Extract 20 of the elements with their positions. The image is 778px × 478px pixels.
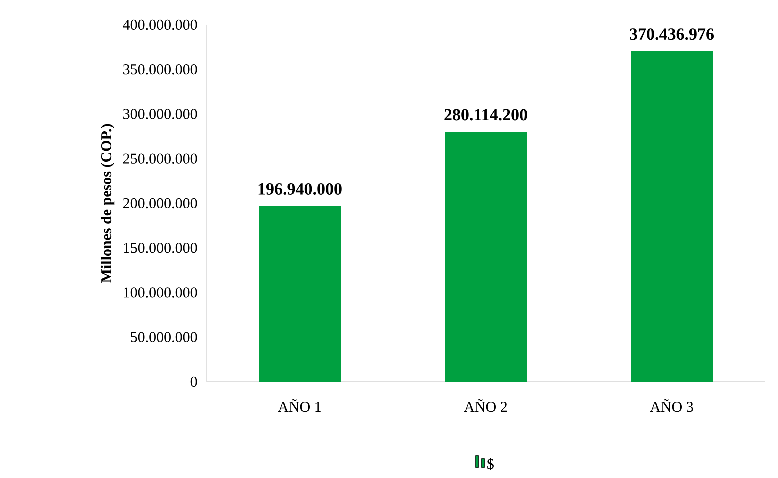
bar: [445, 132, 528, 382]
y-tick-label: 250.000.000: [123, 154, 198, 164]
bar: [631, 51, 714, 382]
y-axis-title: Millones de pesos (COP.): [101, 124, 115, 283]
y-tick-label: 350.000.000: [124, 64, 198, 75]
y-tick-label: 100.000.000: [124, 288, 198, 298]
x-tick-label: AÑO 3: [650, 399, 694, 412]
y-tick-label: 400.000.000: [123, 20, 198, 30]
y-tick-label: 200.000.000: [123, 198, 198, 209]
y-tick-label: 150.000.000: [124, 243, 198, 254]
bar: [259, 206, 342, 382]
legend-label: $: [488, 458, 494, 470]
data-label: 370.436.976: [630, 28, 714, 40]
y-tick-label: 50.000.000: [131, 332, 198, 342]
y-tick-label: 0: [190, 376, 198, 388]
x-tick-label: AÑO 1: [278, 399, 321, 412]
data-label: 196.940.000: [258, 183, 342, 196]
x-tick-label: AÑO 2: [464, 399, 508, 412]
data-label: 280.114.200: [444, 109, 528, 121]
y-tick-label: 300.000.000: [124, 109, 198, 120]
